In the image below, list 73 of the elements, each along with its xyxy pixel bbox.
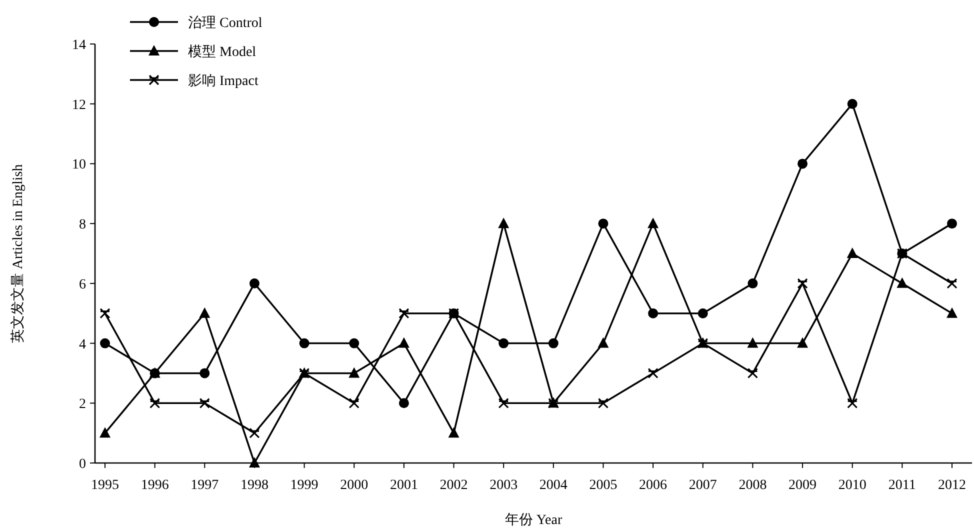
point xyxy=(847,398,858,408)
point xyxy=(248,457,260,468)
point xyxy=(299,338,310,348)
point xyxy=(199,307,210,318)
x-tick-label: 2000 xyxy=(340,478,368,493)
point xyxy=(100,338,110,348)
y-tick-label: 2 xyxy=(79,397,86,412)
point xyxy=(748,278,758,288)
point xyxy=(846,248,858,258)
point xyxy=(150,398,160,408)
point xyxy=(498,218,510,228)
point xyxy=(398,337,410,348)
x-tick-label: 2008 xyxy=(738,478,767,493)
x-tick-label: 2004 xyxy=(539,478,568,493)
x-tick-label: 2001 xyxy=(390,478,418,493)
x-tick-label: 1996 xyxy=(140,478,169,493)
point xyxy=(349,338,360,348)
point xyxy=(798,158,808,169)
point xyxy=(100,427,110,438)
point xyxy=(348,367,360,378)
point xyxy=(946,278,958,289)
point xyxy=(698,308,708,318)
point xyxy=(498,338,509,348)
y-tick-label: 4 xyxy=(79,337,86,352)
point xyxy=(648,308,658,318)
point xyxy=(348,398,360,408)
x-tick-label: 2005 xyxy=(589,478,618,493)
x-tick-label: 1995 xyxy=(91,478,119,493)
x-tick-label: 1999 xyxy=(290,478,318,493)
point xyxy=(498,398,509,408)
point xyxy=(100,308,110,319)
point xyxy=(249,278,260,288)
legend-label: 模型 Model xyxy=(188,44,256,60)
point xyxy=(648,218,659,228)
point xyxy=(747,368,758,379)
legend-label: 治理 Control xyxy=(188,15,262,31)
x-tick-label: 2002 xyxy=(440,478,468,493)
y-tick-label: 6 xyxy=(79,277,86,292)
x-tick-label: 2006 xyxy=(639,478,668,493)
point xyxy=(847,98,858,109)
point xyxy=(249,428,260,438)
point xyxy=(398,308,410,319)
x-tick-label: 2012 xyxy=(938,478,966,493)
x-tick-label: 1997 xyxy=(190,478,219,493)
point xyxy=(448,427,460,438)
x-tick-label: 2010 xyxy=(838,478,866,493)
point xyxy=(398,398,409,408)
y-tick-label: 14 xyxy=(72,38,86,53)
y-tick-label: 12 xyxy=(72,98,86,113)
x-axis-title: 年份 Year xyxy=(504,512,562,528)
point xyxy=(896,277,908,288)
point xyxy=(797,278,808,289)
point xyxy=(947,218,957,229)
point xyxy=(648,368,658,379)
legend-label: 影响 Impact xyxy=(188,73,258,89)
x-tick-label: 2003 xyxy=(490,478,518,493)
point xyxy=(747,337,758,348)
y-tick-label: 8 xyxy=(79,218,86,233)
point xyxy=(200,368,210,378)
point xyxy=(548,338,558,348)
y-tick-label: 10 xyxy=(72,158,86,173)
point xyxy=(598,218,608,229)
point xyxy=(199,398,210,408)
point xyxy=(946,307,958,318)
x-tick-label: 2011 xyxy=(888,478,916,493)
x-tick-label: 2009 xyxy=(788,478,817,493)
x-tick-label: 1998 xyxy=(240,478,268,493)
x-tick-label: 2007 xyxy=(688,478,717,493)
point xyxy=(797,337,808,348)
y-axis-title: 英文发文量 Articles in English xyxy=(10,164,26,343)
point xyxy=(598,398,609,408)
point xyxy=(598,337,609,348)
y-tick-label: 0 xyxy=(79,457,86,472)
